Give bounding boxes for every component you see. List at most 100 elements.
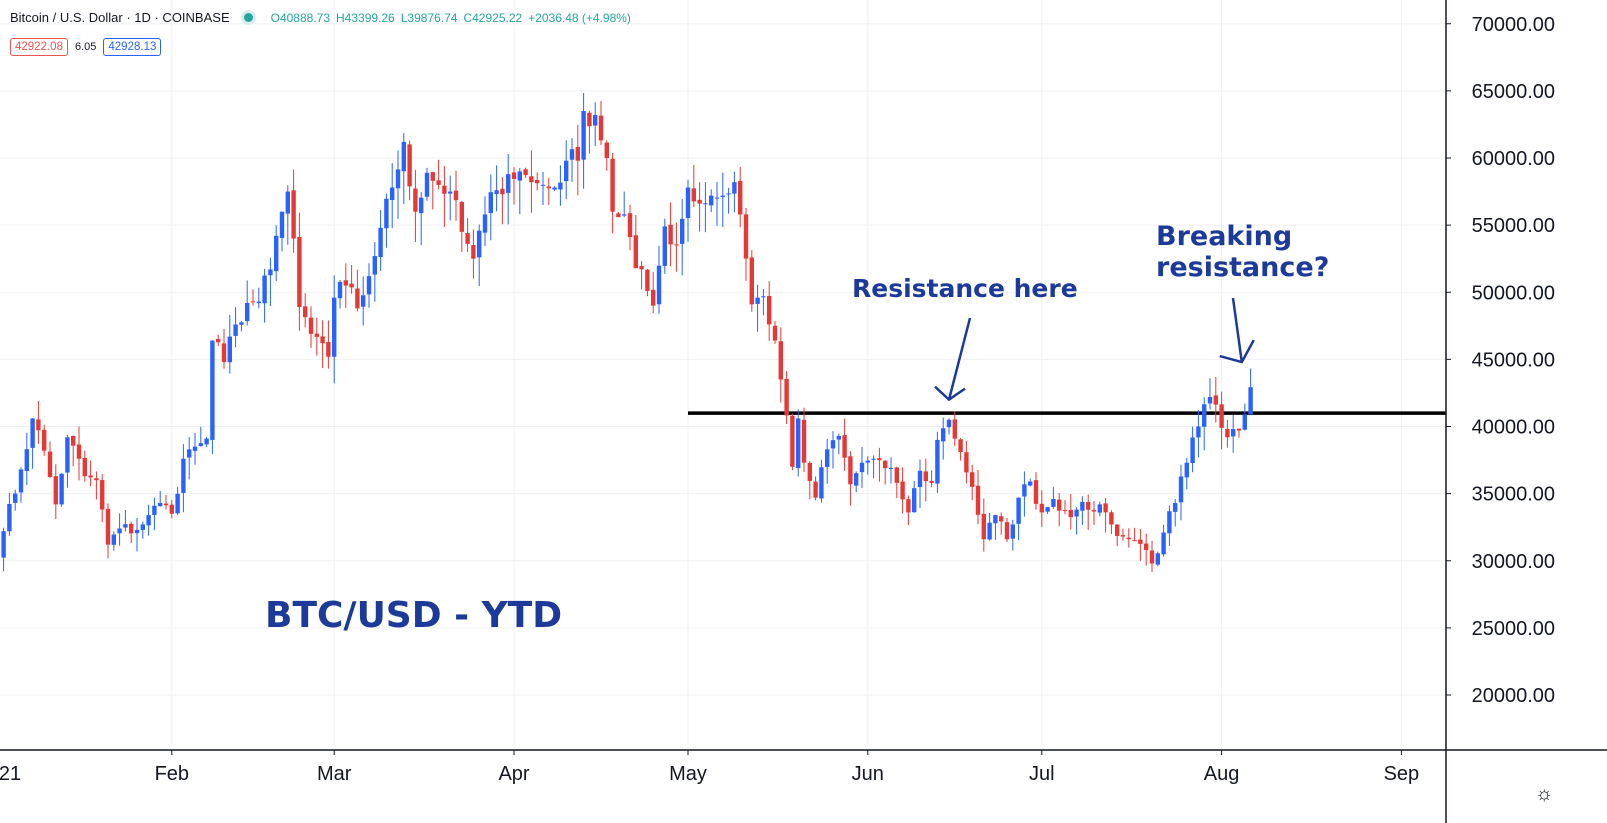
x-tick-label: Jul bbox=[1029, 763, 1055, 785]
candle-body bbox=[581, 111, 586, 160]
candle-body bbox=[894, 467, 899, 483]
candle-body bbox=[1086, 502, 1091, 510]
candle-body bbox=[111, 534, 116, 545]
candle-body bbox=[535, 180, 540, 184]
candle-body bbox=[917, 470, 923, 488]
candle-body bbox=[506, 174, 511, 193]
candle-body bbox=[88, 475, 93, 478]
candle-body bbox=[755, 297, 760, 304]
candle-body bbox=[610, 158, 615, 212]
y-tick-label: 55000.00 bbox=[1472, 215, 1555, 237]
sell-price-button[interactable]: 42922.08 bbox=[10, 38, 68, 56]
candle-body bbox=[140, 524, 145, 530]
candle-body bbox=[778, 341, 783, 380]
candle-body bbox=[662, 226, 667, 266]
candle-body bbox=[848, 456, 853, 485]
candle-body bbox=[204, 438, 209, 445]
y-tick-label: 50000.00 bbox=[1472, 282, 1555, 304]
candle-body bbox=[1068, 509, 1073, 518]
candle-body bbox=[697, 199, 702, 204]
gear-icon[interactable]: ☼ bbox=[1535, 783, 1554, 805]
candle-body bbox=[53, 476, 58, 505]
candle-body bbox=[413, 188, 418, 212]
high-value: H43399.26 bbox=[336, 10, 395, 25]
annotation-resistance-here: Resistance here bbox=[852, 274, 1078, 303]
candle-body bbox=[488, 192, 493, 214]
y-tick-label: 45000.00 bbox=[1472, 349, 1555, 371]
candle-body bbox=[1, 531, 6, 558]
candle-body bbox=[639, 266, 644, 270]
candle-body bbox=[146, 515, 151, 526]
candle-body bbox=[1213, 395, 1218, 405]
candle-body bbox=[575, 146, 580, 161]
candle-body bbox=[7, 503, 12, 532]
candle-body bbox=[366, 276, 372, 295]
candle-body bbox=[999, 516, 1004, 522]
spread-value: 6.05 bbox=[74, 41, 97, 53]
candle-body bbox=[337, 281, 343, 299]
candle-body bbox=[1132, 540, 1137, 542]
candle-body bbox=[181, 458, 186, 493]
candle-body bbox=[738, 180, 743, 215]
candle-body bbox=[987, 522, 992, 540]
candle-body bbox=[807, 462, 812, 481]
candle-body bbox=[430, 172, 435, 181]
candle-body bbox=[372, 256, 377, 275]
buy-price-button[interactable]: 42928.13 bbox=[103, 38, 162, 56]
annotation-arrow-head bbox=[934, 385, 966, 402]
candle-body bbox=[813, 481, 818, 498]
candle-body bbox=[18, 469, 24, 493]
candle-body bbox=[13, 493, 18, 503]
candle-body bbox=[981, 513, 986, 540]
candle-body bbox=[529, 176, 534, 183]
candle-body bbox=[355, 288, 360, 309]
annotation-resistance-question: resistance? bbox=[1156, 252, 1329, 283]
candle-body bbox=[395, 169, 401, 189]
candle-body bbox=[564, 160, 569, 182]
candle-body bbox=[471, 245, 476, 259]
candle-body bbox=[1144, 543, 1149, 551]
candle-body bbox=[134, 529, 140, 534]
candle-body bbox=[262, 275, 267, 304]
candle-body bbox=[1022, 484, 1027, 497]
candle-body bbox=[279, 211, 285, 238]
candle-body bbox=[76, 444, 82, 459]
candle-body bbox=[477, 230, 482, 258]
candle-body bbox=[952, 419, 957, 439]
chart-title: BTC/USD - YTD bbox=[265, 595, 562, 636]
candle-body bbox=[1248, 387, 1253, 415]
ohlc-readout: O40888.73 H43399.26 L39876.74 C42925.22 +203… bbox=[271, 11, 637, 25]
candle-body bbox=[511, 172, 517, 180]
candle-body bbox=[308, 317, 314, 334]
symbol-title[interactable]: Bitcoin / U.S. Dollar · 1D · COINBASE bbox=[10, 10, 230, 25]
status-dot-icon bbox=[243, 13, 253, 22]
candle-body bbox=[42, 429, 47, 451]
candle-body bbox=[343, 280, 348, 286]
candle-body bbox=[691, 188, 696, 202]
candle-body bbox=[569, 149, 575, 160]
candle-body bbox=[233, 324, 238, 336]
candle-body bbox=[1173, 503, 1178, 512]
candle-body bbox=[558, 182, 563, 190]
candle-body bbox=[842, 435, 847, 458]
candle-body bbox=[442, 185, 447, 194]
candle-body bbox=[320, 336, 325, 344]
annotation-arrow-shaft bbox=[1231, 297, 1244, 363]
candle-body bbox=[645, 269, 650, 291]
candle-body bbox=[801, 419, 807, 463]
candle-body bbox=[1190, 437, 1195, 464]
candle-body bbox=[1196, 426, 1201, 438]
annotation-arrow-head bbox=[1219, 339, 1255, 364]
candle-body bbox=[65, 437, 70, 473]
candle-body bbox=[117, 528, 122, 534]
candle-body bbox=[796, 418, 801, 469]
candle-body bbox=[1184, 462, 1189, 478]
y-tick-label: 70000.00 bbox=[1472, 14, 1555, 36]
candle-body bbox=[47, 451, 53, 477]
candle-body bbox=[1207, 396, 1213, 404]
candle-body bbox=[314, 333, 319, 337]
candle-body bbox=[94, 478, 99, 481]
candle-body bbox=[378, 227, 383, 258]
candle-body bbox=[830, 440, 836, 449]
